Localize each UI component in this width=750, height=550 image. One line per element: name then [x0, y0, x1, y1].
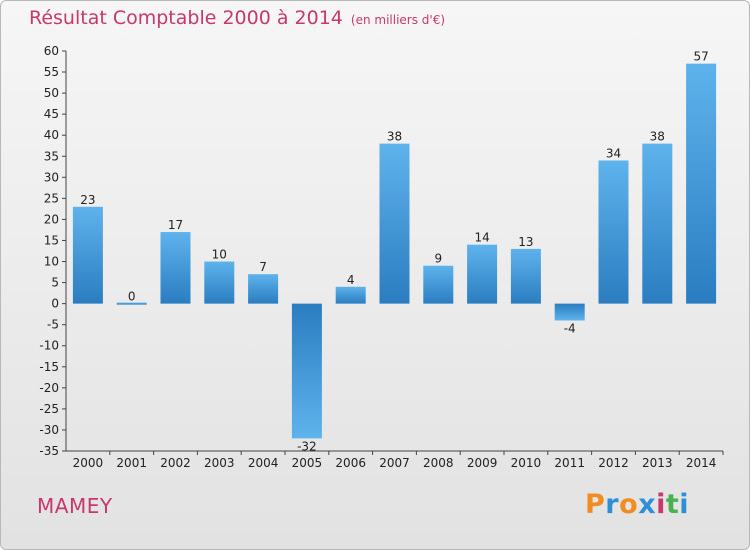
bar	[510, 248, 541, 304]
y-tick-label: 55	[44, 65, 59, 79]
y-tick-label: 5	[51, 276, 59, 290]
title-text: Résultat Comptable 2000 à 2014	[29, 7, 343, 29]
proxiti-logo: Proxiti	[585, 489, 689, 520]
x-tick-label: 2003	[204, 456, 235, 470]
commune-name: MAMEY	[37, 494, 113, 518]
y-tick-label: 30	[44, 170, 59, 184]
y-tick-label: -15	[39, 360, 59, 374]
y-tick-label: 0	[51, 297, 59, 311]
data-label: 0	[128, 290, 136, 304]
data-label: -32	[297, 439, 317, 453]
x-tick-label: 2008	[423, 456, 454, 470]
y-tick-label: -20	[39, 381, 59, 395]
x-tick-label: 2006	[335, 456, 366, 470]
y-tick-label: -25	[39, 402, 59, 416]
x-tick-label: 2005	[292, 456, 323, 470]
y-tick-label: 25	[44, 191, 59, 205]
data-label: -4	[564, 321, 576, 335]
logo-letter: o	[619, 489, 639, 520]
bar	[554, 303, 585, 321]
logo-letter: P	[585, 489, 606, 520]
y-tick-label: 20	[44, 212, 59, 226]
bar	[248, 274, 279, 304]
logo-letter: r	[605, 489, 620, 520]
x-tick-label: 2010	[511, 456, 542, 470]
y-tick-label: 10	[44, 255, 59, 269]
y-tick-label: 15	[44, 233, 59, 247]
y-tick-label: -35	[39, 444, 59, 458]
logo-letter: i	[679, 489, 690, 520]
x-tick-label: 2013	[642, 456, 673, 470]
x-tick-label: 2011	[554, 456, 585, 470]
logo-letter: t	[665, 489, 680, 520]
y-tick-label: 35	[44, 149, 59, 163]
data-label: 10	[212, 248, 227, 262]
bar	[686, 63, 717, 304]
bar	[467, 244, 498, 304]
x-tick-label: 2012	[598, 456, 629, 470]
data-label: 4	[347, 273, 355, 287]
y-tick-label: 60	[44, 44, 59, 58]
bar	[379, 143, 410, 304]
bar	[598, 160, 629, 304]
y-tick-label: 45	[44, 107, 59, 121]
data-label: 23	[80, 193, 95, 207]
bar	[72, 206, 103, 304]
x-tick-label: 2007	[379, 456, 410, 470]
bar	[423, 265, 454, 304]
data-label: 9	[434, 252, 442, 266]
bar	[204, 261, 235, 304]
chart-title: Résultat Comptable 2000 à 2014 (en millie…	[29, 7, 445, 29]
plot-area: 605550454035302520151050-5-10-15-20-25-3…	[39, 44, 724, 470]
y-tick-label: -30	[39, 423, 59, 437]
x-tick-label: 2009	[467, 456, 498, 470]
y-tick-label: -5	[47, 318, 59, 332]
data-label: 7	[259, 260, 267, 274]
bar	[116, 302, 147, 305]
bar	[642, 143, 673, 304]
y-tick-label: 40	[44, 128, 59, 142]
x-tick-label: 2000	[73, 456, 104, 470]
bar	[160, 232, 191, 304]
x-tick-label: 2004	[248, 456, 279, 470]
x-tick-label: 2014	[686, 456, 717, 470]
data-label: 57	[693, 50, 708, 64]
data-label: 38	[650, 130, 665, 144]
bar	[291, 303, 322, 439]
data-label: 34	[606, 146, 621, 160]
y-tick-label: 50	[44, 86, 59, 100]
data-label: 17	[168, 218, 183, 232]
logo-letter: x	[638, 489, 657, 520]
x-tick-label: 2001	[116, 456, 147, 470]
x-tick-label: 2002	[160, 456, 191, 470]
data-label: 13	[518, 235, 533, 249]
chart-subtitle: (en milliers d'€)	[350, 13, 446, 27]
logo-letter: i	[656, 489, 666, 520]
data-label: 38	[387, 130, 402, 144]
bar	[335, 286, 366, 304]
y-tick-label: -10	[39, 339, 59, 353]
data-label: 14	[474, 231, 489, 245]
